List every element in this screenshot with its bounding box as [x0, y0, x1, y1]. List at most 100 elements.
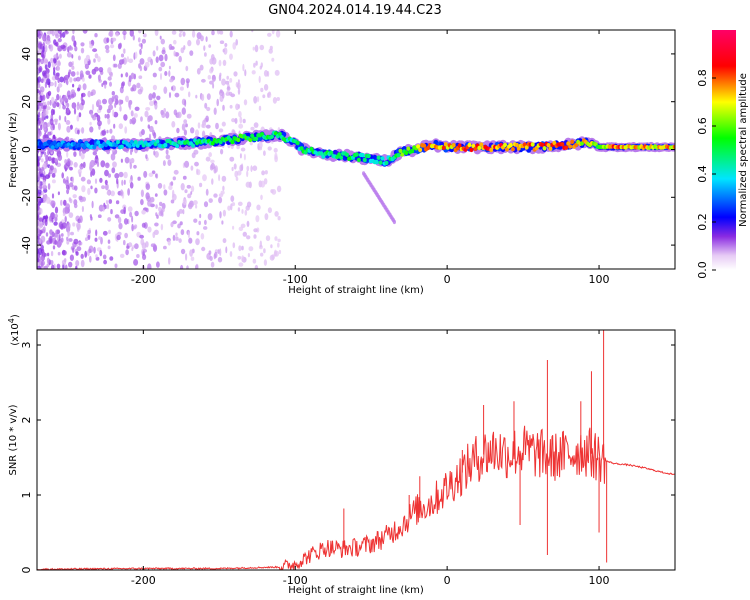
- noise-speck: [42, 226, 46, 234]
- colorbar-gradient: [712, 30, 736, 270]
- noise-speck: [160, 223, 164, 231]
- noise-speck: [94, 237, 98, 242]
- noise-speck: [105, 200, 109, 204]
- noise-speck: [63, 30, 69, 35]
- noise-speck: [140, 43, 143, 50]
- noise-speck: [90, 170, 93, 178]
- noise-speck: [142, 33, 147, 38]
- noise-speck: [141, 209, 146, 215]
- ridge-cell: [514, 142, 519, 148]
- colorbar-tick-label: 0.6: [696, 117, 709, 135]
- noise-speck: [247, 253, 250, 258]
- noise-speck: [265, 235, 271, 242]
- noise-speck: [189, 249, 194, 257]
- ridge-cell: [354, 152, 359, 157]
- noise-speck: [180, 183, 185, 191]
- noise-speck: [128, 100, 131, 108]
- noise-speck: [206, 106, 211, 112]
- noise-speck: [80, 253, 84, 259]
- ridge-cell: [479, 142, 484, 147]
- noise-speck: [97, 56, 101, 63]
- noise-speck: [257, 143, 260, 150]
- noise-speck: [253, 228, 258, 233]
- noise-speck: [69, 198, 73, 204]
- noise-speck: [92, 151, 98, 156]
- noise-speck: [50, 260, 54, 265]
- noise-speck: [101, 130, 107, 136]
- noise-speck: [237, 79, 240, 84]
- noise-speck: [49, 229, 53, 236]
- noise-speck: [222, 104, 225, 111]
- noise-speck: [122, 30, 127, 36]
- noise-speck: [129, 30, 134, 37]
- noise-speck: [201, 93, 205, 101]
- noise-speck: [193, 218, 198, 223]
- noise-speck: [193, 200, 198, 206]
- ridge-cell: [127, 143, 132, 149]
- noise-speck: [243, 99, 248, 106]
- noise-speck: [186, 265, 189, 269]
- noise-speck: [59, 76, 64, 83]
- noise-speck: [64, 74, 69, 81]
- noise-speck: [51, 96, 55, 104]
- noise-speck: [87, 187, 91, 196]
- noise-speck: [107, 67, 112, 74]
- noise-speck: [179, 30, 183, 33]
- noise-speck: [110, 190, 115, 197]
- noise-speck: [198, 220, 201, 226]
- noise-speck: [98, 236, 102, 240]
- noise-speck: [263, 84, 269, 91]
- noise-speck: [268, 48, 273, 54]
- snr-ticks: -200 -100 0 100 0 1 2 3: [20, 330, 675, 587]
- noise-speck: [201, 246, 206, 252]
- noise-speck: [185, 65, 189, 72]
- noise-speck: [170, 221, 174, 228]
- noise-speck: [69, 77, 73, 83]
- noise-speck: [53, 118, 59, 123]
- noise-speck: [49, 215, 53, 222]
- noise-speck: [47, 156, 52, 162]
- snr-scale-close: ): [10, 314, 21, 318]
- ridge-cell: [477, 145, 482, 151]
- y-tick-label: -20: [20, 188, 33, 206]
- noise-speck: [184, 189, 188, 194]
- noise-speck: [229, 53, 233, 60]
- noise-speck: [52, 109, 56, 115]
- noise-speck: [66, 188, 70, 195]
- noise-speck: [114, 173, 120, 179]
- noise-speck: [164, 53, 168, 62]
- noise-speck: [260, 87, 264, 93]
- noise-speck: [196, 231, 200, 236]
- noise-speck: [87, 179, 91, 185]
- ridge-cell: [277, 131, 282, 137]
- noise-speck: [67, 222, 71, 230]
- ridge-cell: [299, 146, 304, 151]
- noise-speck: [43, 105, 47, 110]
- noise-speck: [116, 234, 121, 241]
- ridge-cell: [396, 152, 401, 158]
- noise-speck: [159, 35, 162, 40]
- ridge-cell: [378, 160, 383, 165]
- noise-speck: [56, 60, 61, 67]
- x-tick-label: 0: [444, 574, 451, 587]
- noise-speck: [262, 94, 266, 99]
- noise-speck: [219, 72, 222, 77]
- noise-speck: [73, 238, 79, 245]
- noise-speck: [237, 207, 241, 212]
- noise-speck: [106, 203, 110, 210]
- noise-speck: [46, 252, 50, 257]
- ridge-cell: [548, 146, 553, 151]
- noise-speck: [75, 251, 79, 256]
- noise-speck: [45, 45, 48, 53]
- noise-speck: [80, 176, 86, 182]
- noise-speck: [43, 219, 46, 227]
- noise-speck: [72, 30, 75, 35]
- noise-speck: [44, 74, 48, 79]
- noise-speck: [107, 245, 111, 250]
- noise-speck: [177, 223, 181, 229]
- noise-speck: [41, 115, 45, 121]
- noise-speck: [37, 69, 40, 76]
- noise-speck: [66, 102, 70, 108]
- noise-speck: [88, 74, 92, 79]
- noise-speck: [221, 78, 226, 86]
